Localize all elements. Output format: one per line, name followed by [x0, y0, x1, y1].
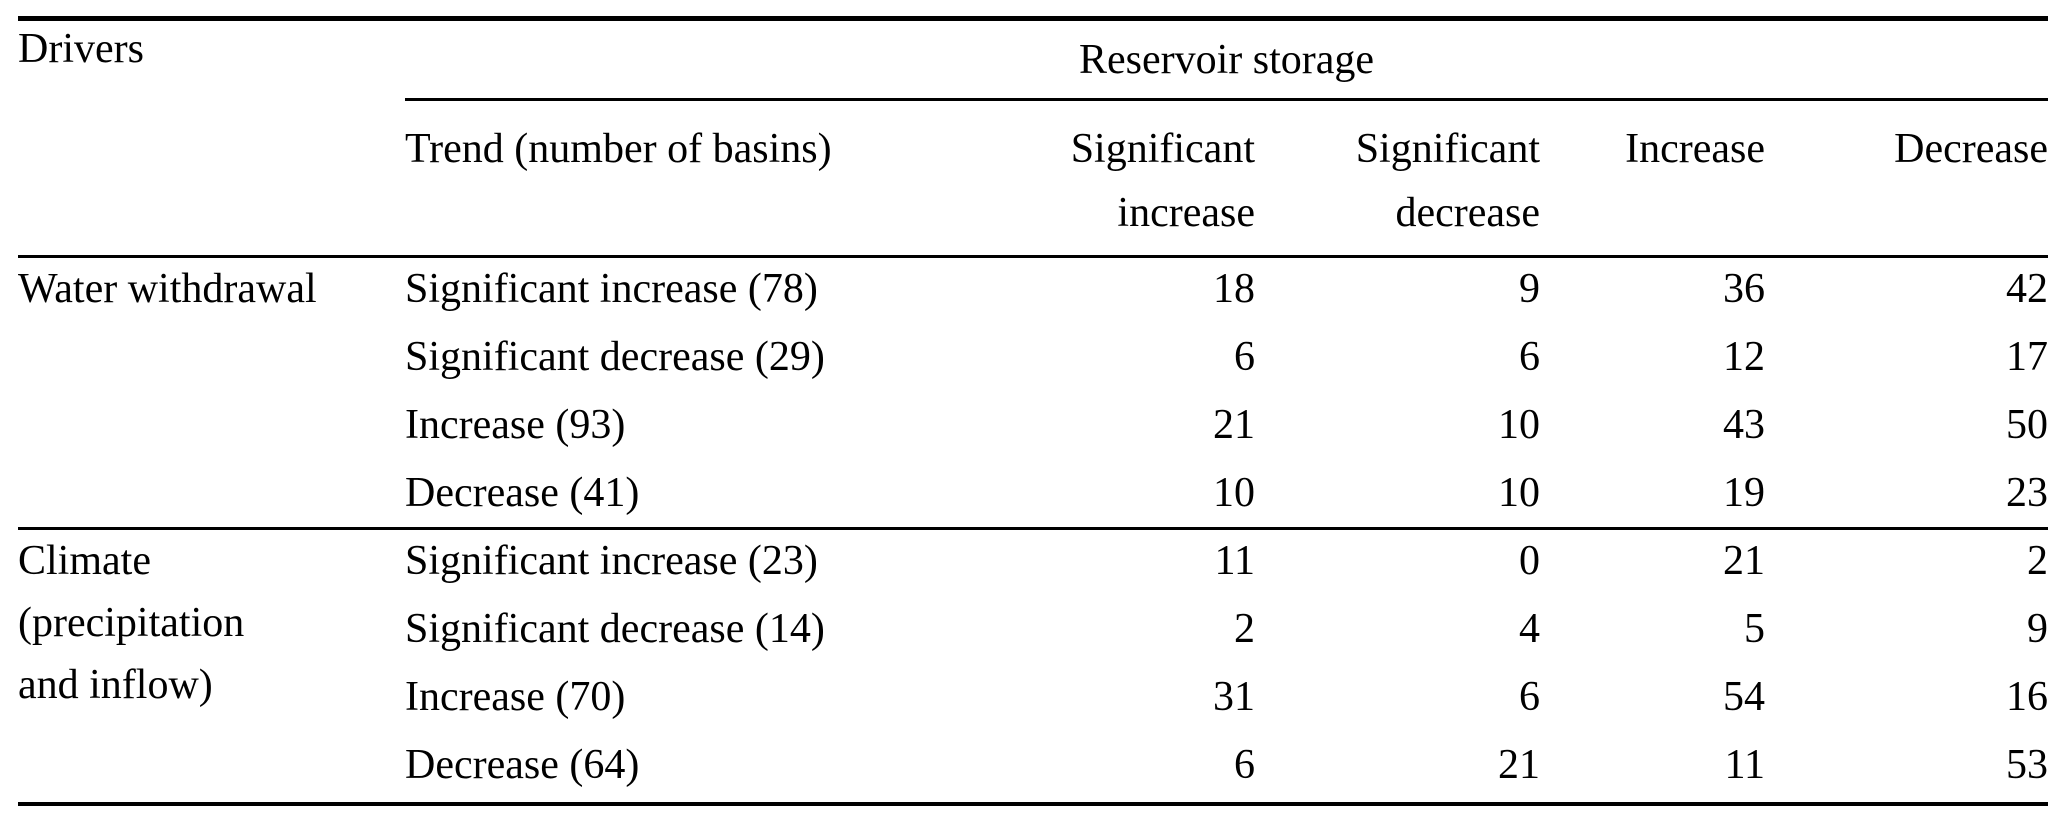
value-cell: 11 [1724, 742, 1765, 788]
value-cell: 21 [1498, 742, 1540, 788]
col-header-trend: Trend (number of basins) [405, 101, 1005, 258]
value-cell: 53 [2006, 742, 2048, 788]
span-header-reservoir-storage: Reservoir storage [405, 21, 2048, 101]
col-header-decrease: Decrease [1765, 101, 2048, 258]
value-cell: 0 [1519, 538, 1540, 584]
value-cell: 10 [1498, 402, 1540, 448]
trend-cell: Significant increase (23) [405, 538, 818, 584]
value-cell: 19 [1540, 462, 1765, 530]
trend-cell: Increase (70) [405, 674, 626, 720]
value-cell: 9 [1519, 266, 1540, 312]
table-row: Decrease (41) 10 10 19 23 [18, 462, 2048, 530]
table-row: Climate (precipitation and inflow) Signi… [18, 530, 2048, 708]
col-header-increase: Increase [1540, 101, 1765, 258]
value-cell: 2 [2027, 538, 2048, 584]
value-cell: 6 [1234, 742, 1255, 788]
value-cell: 23 [1765, 462, 2048, 530]
value-cell: 9 [2027, 606, 2048, 652]
col-header-drivers: Drivers [18, 21, 405, 258]
table-row: Decrease (64) 6 21 11 53 [18, 734, 2048, 802]
value-cell: 2 [1234, 606, 1255, 652]
value-cell: 10 [1005, 462, 1255, 530]
value-cell: 5 [1744, 606, 1765, 652]
value-cell: 4 [1519, 606, 1540, 652]
table-row: Significant decrease (29) 6 6 12 17 [18, 326, 2048, 394]
header-row-top: Drivers Reservoir storage [18, 21, 2048, 258]
value-cell: 16 [2006, 674, 2048, 720]
header-row-sub: Trend (number of basins) Significant inc… [18, 101, 2048, 258]
driver-cell: Water withdrawal [18, 258, 405, 530]
value-cell: 6 [1234, 334, 1255, 380]
value-cell: 21 [1213, 402, 1255, 448]
table-row: Increase (70) 31 6 54 16 [18, 666, 2048, 734]
trend-cell: Significant decrease (29) [405, 334, 825, 380]
table-group-water-withdrawal: Water withdrawal Significant increase (7… [18, 258, 2048, 530]
value-cell: 50 [2006, 402, 2048, 448]
value-cell: 54 [1723, 674, 1765, 720]
value-cell: 17 [2006, 334, 2048, 380]
value-cell: 42 [2006, 266, 2048, 312]
col-header-significant-decrease: Significant decrease [1255, 101, 1540, 258]
trend-cell: Decrease (64) [405, 742, 640, 788]
trend-cell: Decrease (41) [405, 462, 1005, 530]
trend-cell: Significant increase (78) [405, 266, 818, 312]
value-cell: 18 [1213, 266, 1255, 312]
value-cell: 6 [1519, 334, 1540, 380]
trend-cell: Significant decrease (14) [405, 606, 825, 652]
value-cell: 36 [1723, 266, 1765, 312]
table-header: Drivers Reservoir storage Trend (number … [18, 21, 2048, 258]
value-cell: 6 [1519, 674, 1540, 720]
value-cell: 10 [1255, 462, 1540, 530]
value-cell: 11 [1214, 538, 1255, 584]
table-row: Increase (93) 21 10 43 50 [18, 394, 2048, 462]
table-row: Significant decrease (14) 2 4 5 9 [18, 598, 2048, 666]
value-cell: 21 [1723, 538, 1765, 584]
driver-cell: Climate (precipitation and inflow) [18, 538, 245, 708]
table-group-climate: Climate (precipitation and inflow) Signi… [18, 530, 2048, 802]
trend-cell: Increase (93) [405, 402, 626, 448]
value-cell: 43 [1723, 402, 1765, 448]
value-cell: 12 [1723, 334, 1765, 380]
drivers-reservoir-table: Drivers Reservoir storage Trend (number … [18, 16, 2048, 806]
col-header-significant-increase: Significant increase [1005, 101, 1255, 258]
value-cell: 31 [1213, 674, 1255, 720]
data-table: Drivers Reservoir storage Trend (number … [18, 21, 2048, 802]
table-row: Water withdrawal Significant increase (7… [18, 258, 2048, 530]
